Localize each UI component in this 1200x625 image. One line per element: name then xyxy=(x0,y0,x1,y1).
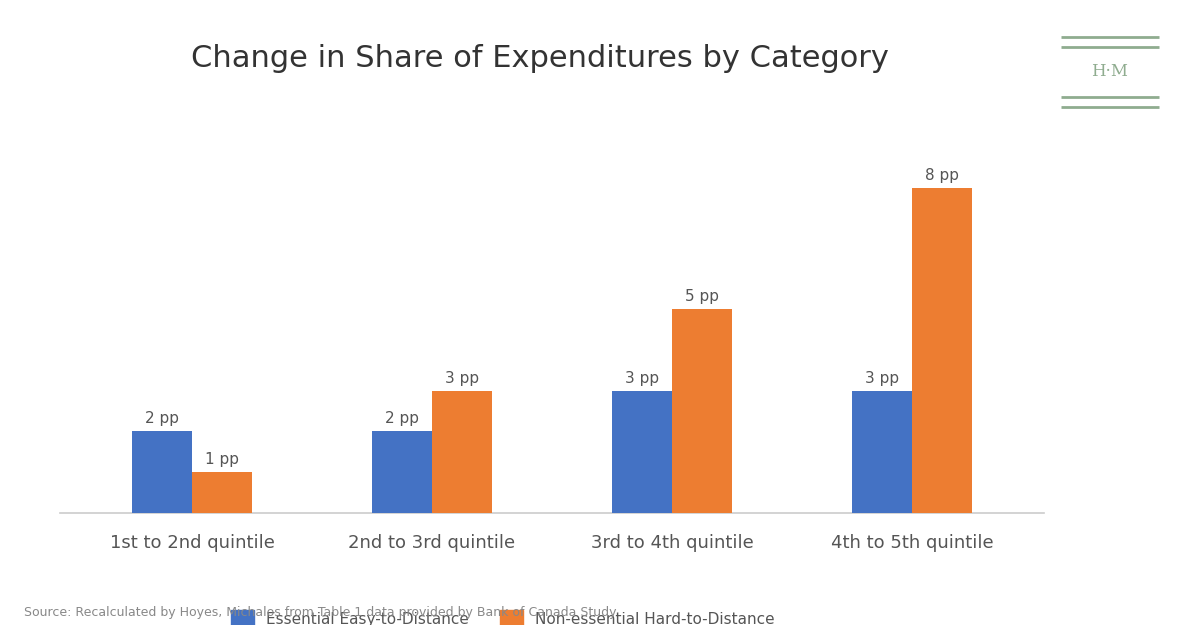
Bar xyxy=(672,309,732,512)
Text: 3 pp: 3 pp xyxy=(445,371,479,386)
Bar xyxy=(132,431,192,512)
Text: 3 pp: 3 pp xyxy=(865,371,899,386)
Bar xyxy=(372,431,432,512)
Text: H·M: H·M xyxy=(1092,64,1128,81)
Text: 3 pp: 3 pp xyxy=(625,371,659,386)
Bar xyxy=(192,472,252,512)
Text: 2 pp: 2 pp xyxy=(385,411,419,426)
Bar xyxy=(852,391,912,512)
Text: Source: Recalculated by Hoyes, Michalos from Table 1 data provided by Bank of Ca: Source: Recalculated by Hoyes, Michalos … xyxy=(24,606,617,619)
Bar xyxy=(432,391,492,512)
Text: 5 pp: 5 pp xyxy=(685,289,719,304)
Text: 8 pp: 8 pp xyxy=(925,168,959,182)
Bar xyxy=(912,188,972,512)
Legend: Essential Easy-to-Distance, Non-essential Hard-to-Distance: Essential Easy-to-Distance, Non-essentia… xyxy=(226,604,780,625)
Text: 1 pp: 1 pp xyxy=(205,452,239,467)
Text: 2 pp: 2 pp xyxy=(145,411,179,426)
Text: Change in Share of Expenditures by Category: Change in Share of Expenditures by Categ… xyxy=(191,44,889,72)
Bar xyxy=(612,391,672,512)
